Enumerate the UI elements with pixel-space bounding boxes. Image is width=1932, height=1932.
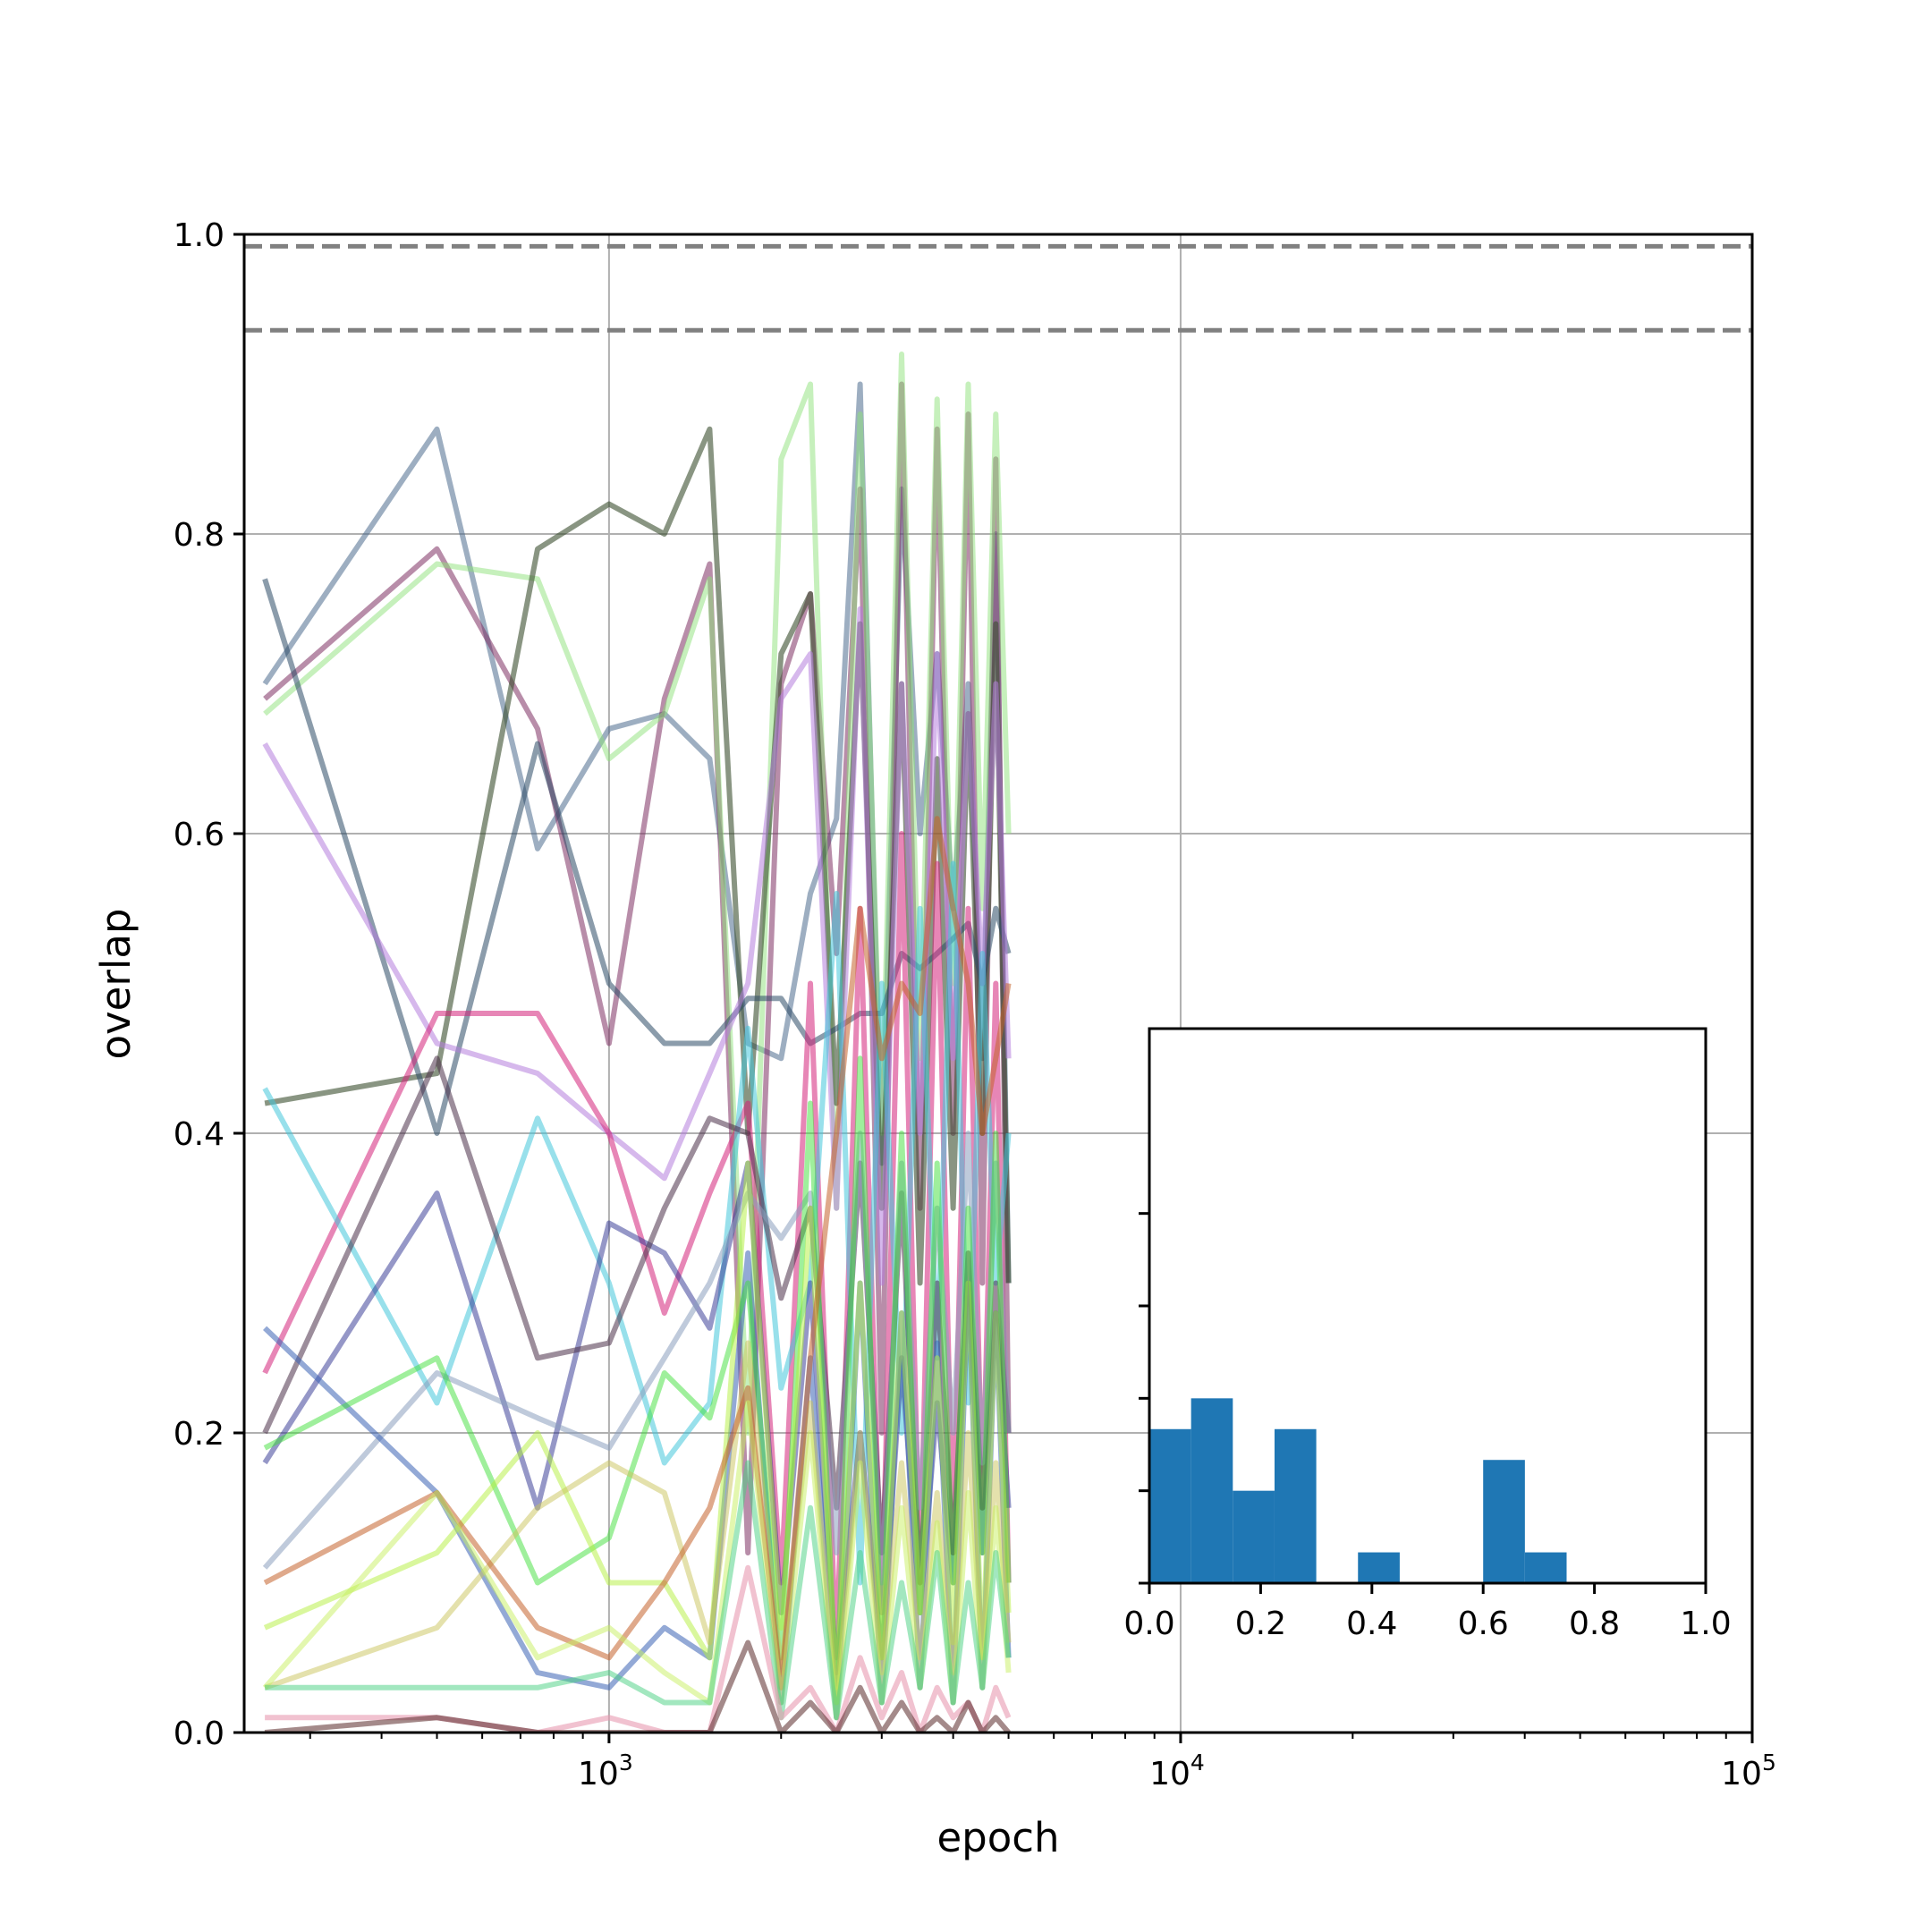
histogram-bar [1483,1460,1525,1583]
x-tick-label: 103 [578,1750,633,1792]
series-line [262,606,1012,1286]
y-axis-title: overlap [92,909,140,1060]
reference-lines [244,243,1752,333]
series-line [263,1160,1012,1690]
x-axis-title: epoch [936,1814,1059,1861]
main-plot-frame [242,233,1754,1734]
y-tick-label: 0.0 [174,1716,225,1752]
histogram-bar [1191,1398,1233,1583]
series-line [263,816,1012,1690]
y-tick-label: 0.4 [174,1116,225,1153]
series-line [262,1400,1012,1721]
inset-x-tick-label: 0.0 [1123,1606,1174,1642]
inset-x-tick-label: 1.0 [1680,1606,1731,1642]
series-line [264,1640,1011,1733]
main-chart: 103 104 105 0.0 0.2 0.4 0.6 0.8 1.0 epoch overl… [92,217,1776,1861]
y-tick-label: 0.8 [174,517,225,554]
inset-x-tick-label: 0.4 [1346,1606,1397,1642]
inset-x-axis-ticks: 0.0 0.2 0.4 0.6 0.8 1.0 [1123,1583,1732,1642]
inset-histogram: 0.0 0.2 0.4 0.6 0.8 1.0 [1123,1027,1732,1642]
x-tick-label: 105 [1721,1750,1776,1792]
histogram-bar [1149,1428,1191,1583]
y-tick-label: 0.6 [174,817,225,853]
inset-x-tick-label: 0.2 [1235,1606,1286,1642]
y-tick-label: 1.0 [174,217,225,254]
inset-y-axis-ticks [1139,1212,1149,1585]
x-axis-ticks: 103 104 105 [309,1733,1776,1792]
y-tick-label: 0.2 [174,1416,225,1453]
inset-x-tick-label: 0.8 [1569,1606,1620,1642]
histogram-bar [1358,1552,1400,1583]
inset-bars [1149,1398,1567,1583]
series-layer [262,352,1012,1733]
y-axis-ticks: 0.0 0.2 0.4 0.6 0.8 1.0 [174,217,244,1752]
histogram-bar [1233,1490,1275,1583]
inset-x-tick-label: 0.6 [1458,1606,1509,1642]
series-line [265,1460,1012,1721]
histogram-bar [1524,1552,1567,1583]
series-line [263,1055,1012,1706]
x-tick-label: 104 [1149,1750,1205,1792]
histogram-bar [1274,1428,1317,1583]
